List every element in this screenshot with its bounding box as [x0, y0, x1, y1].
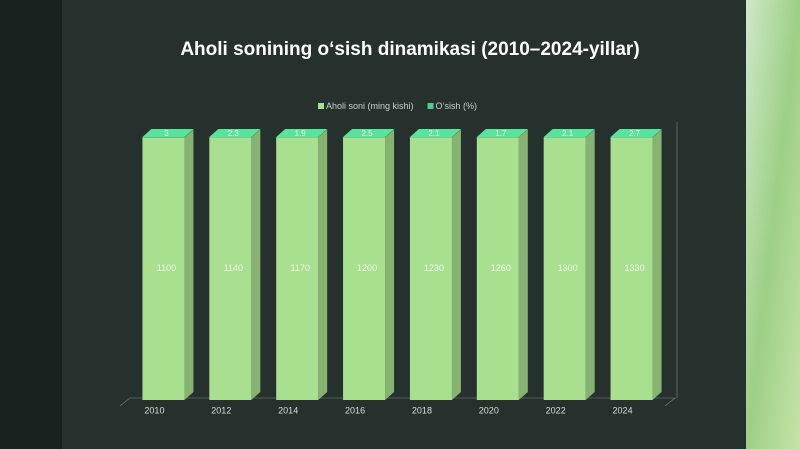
- bar-side: [518, 129, 528, 400]
- bar-top: [276, 129, 328, 137]
- bar-top: [209, 129, 261, 137]
- value-label: 2.1: [428, 129, 440, 138]
- legend-swatch: [318, 103, 324, 109]
- value-label: 1200: [357, 263, 377, 273]
- x-tick-label: 2010: [144, 405, 164, 415]
- bar-side: [652, 129, 662, 400]
- value-label: 1260: [491, 263, 511, 273]
- bar-top: [476, 129, 528, 137]
- bar-side: [251, 129, 261, 400]
- bar: [343, 137, 386, 138]
- bar-side: [251, 129, 261, 138]
- value-label: 2.3: [228, 129, 240, 138]
- bar: [142, 137, 185, 138]
- bar-side: [652, 129, 662, 138]
- x-tick-label: 2018: [412, 405, 432, 415]
- bar-side: [385, 129, 395, 138]
- bar: [476, 137, 519, 400]
- bar: [610, 137, 653, 138]
- bar-side: [385, 129, 395, 400]
- value-label: 1.9: [295, 129, 307, 138]
- legend-label: Aholi soni (ming kishi): [326, 101, 414, 111]
- value-label: 1300: [558, 263, 578, 273]
- value-label: 1140: [224, 263, 243, 273]
- x-tick-label: 2012: [211, 405, 231, 415]
- bar: [209, 137, 252, 400]
- floor-line: [119, 397, 676, 407]
- value-label: 2.1: [562, 129, 574, 138]
- bar-top: [543, 129, 595, 137]
- value-label: 1330: [625, 263, 645, 273]
- bar: [543, 137, 586, 400]
- value-label: 2.5: [362, 129, 374, 138]
- bar-top: [610, 129, 662, 137]
- x-tick-label: 2014: [278, 405, 298, 415]
- bar-side: [451, 129, 461, 138]
- bar: [343, 137, 386, 400]
- bar-side: [585, 129, 595, 400]
- bar-side: [184, 129, 194, 400]
- x-tick-label: 2022: [546, 405, 566, 415]
- bar-side: [318, 129, 328, 138]
- value-label: 1100: [157, 263, 176, 273]
- legend-label: O‘sish (%): [436, 101, 478, 111]
- right-decoration: [746, 0, 800, 449]
- bar-top: [343, 129, 395, 137]
- value-label: 2.7: [629, 129, 641, 138]
- x-tick-label: 2024: [613, 405, 633, 415]
- bar: [610, 137, 653, 400]
- value-label: 1.7: [495, 129, 507, 138]
- value-label: 1230: [424, 263, 444, 273]
- left-panel: [0, 0, 62, 449]
- bar-side: [585, 129, 595, 138]
- bar-top: [142, 129, 194, 137]
- bar-top: [409, 129, 461, 137]
- bar-side: [518, 129, 528, 138]
- bar: [276, 137, 319, 401]
- bar-side: [318, 129, 328, 401]
- bar: [409, 137, 452, 401]
- x-tick-label: 2016: [345, 405, 365, 415]
- legend-swatch: [427, 103, 434, 109]
- value-label: 3: [164, 129, 169, 138]
- x-tick-label: 2020: [479, 405, 499, 415]
- bar-side: [451, 129, 461, 401]
- value-label: 1170: [291, 263, 310, 273]
- bar: [209, 137, 252, 138]
- bar-side: [184, 129, 194, 138]
- chart-title: Aholi sonining o‘sish dinamikasi (2010–2…: [180, 39, 639, 60]
- bar: [142, 137, 185, 400]
